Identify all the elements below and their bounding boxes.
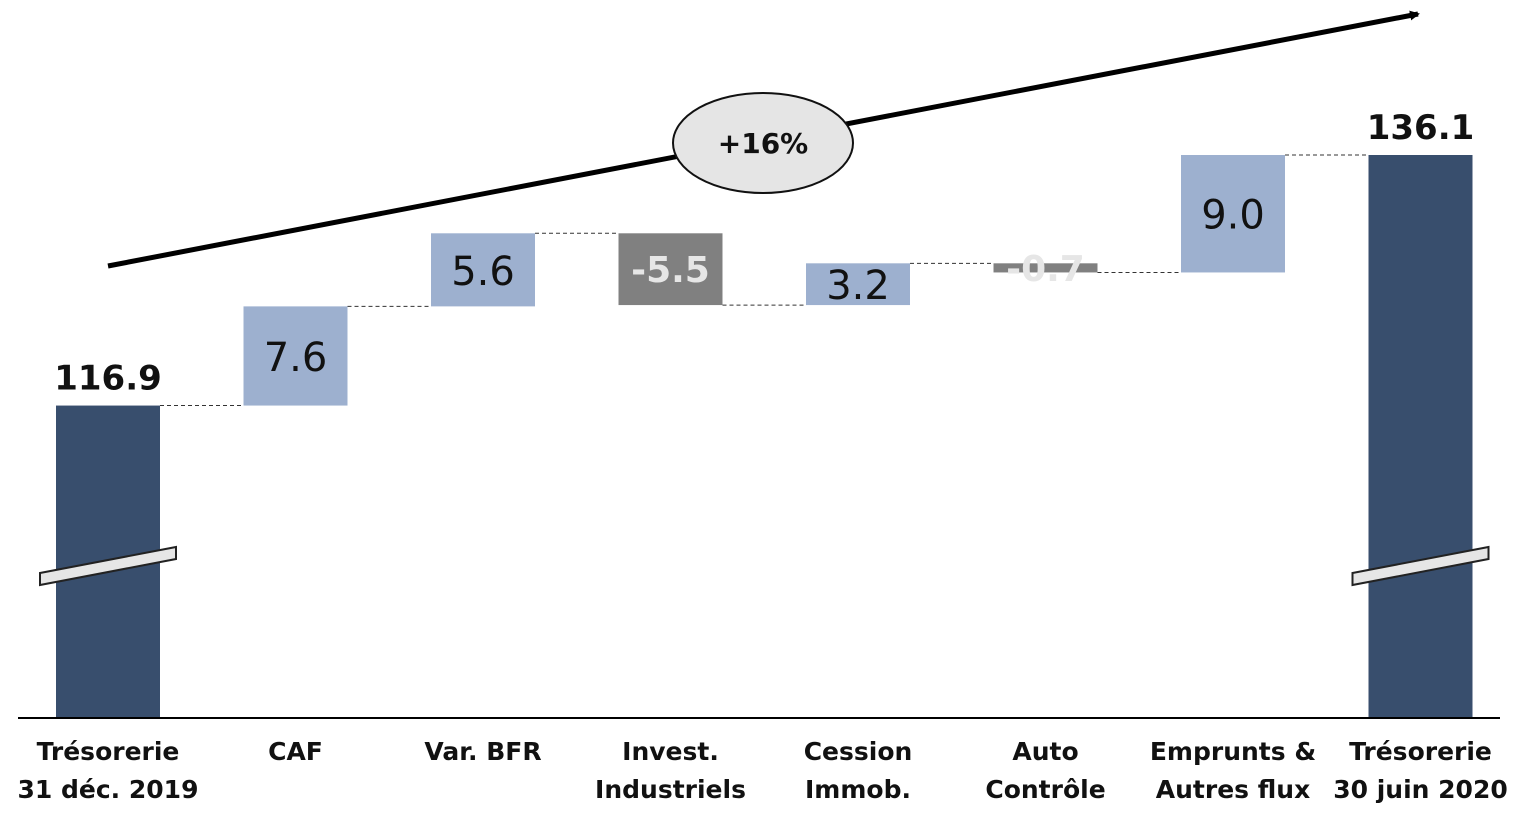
bar-tresorerie-juin-2020 [1368,155,1473,718]
axis-break-tresorerie-juin-2020 [1351,545,1490,587]
category-label-var-bfr: Var. BFR [424,737,541,766]
value-label-cession-immob: 3.2 [826,263,890,309]
category-label-caf: CAF [268,737,323,766]
value-label-emprunts-autres-flux: 9.0 [1201,193,1265,239]
growth-ellipse [672,92,854,194]
category-label-invest-industriels: Invest. Industriels [595,737,746,804]
value-label-caf: 7.6 [264,335,328,381]
axis-break-tresorerie-dec-2019 [39,545,177,587]
bar-auto-controle [993,263,1098,273]
category-label-auto-controle: Auto Contrôle [985,737,1105,804]
value-label-tresorerie-juin-2020: 136.1 [1367,108,1475,148]
value-label-auto-controle: -0.7 [1006,249,1085,290]
growth-label: +16% [718,127,808,160]
category-label-emprunts-autres-flux: Emprunts & Autres flux [1150,737,1316,804]
bar-emprunts-autres-flux [1181,155,1285,273]
bar-cession-immob [806,263,910,306]
category-label-cession-immob: Cession Immob. [804,737,913,804]
bar-invest-industriels [618,233,723,306]
value-label-invest-industriels: -5.5 [631,250,710,291]
bar-var-bfr [431,233,535,307]
category-label-tresorerie-dec-2019: Trésorerie 31 déc. 2019 [18,737,199,804]
bar-caf [243,306,348,406]
value-label-var-bfr: 5.6 [451,249,515,295]
value-label-tresorerie-dec-2019: 116.9 [54,359,162,399]
category-label-tresorerie-juin-2020: Trésorerie 30 juin 2020 [1333,737,1508,804]
